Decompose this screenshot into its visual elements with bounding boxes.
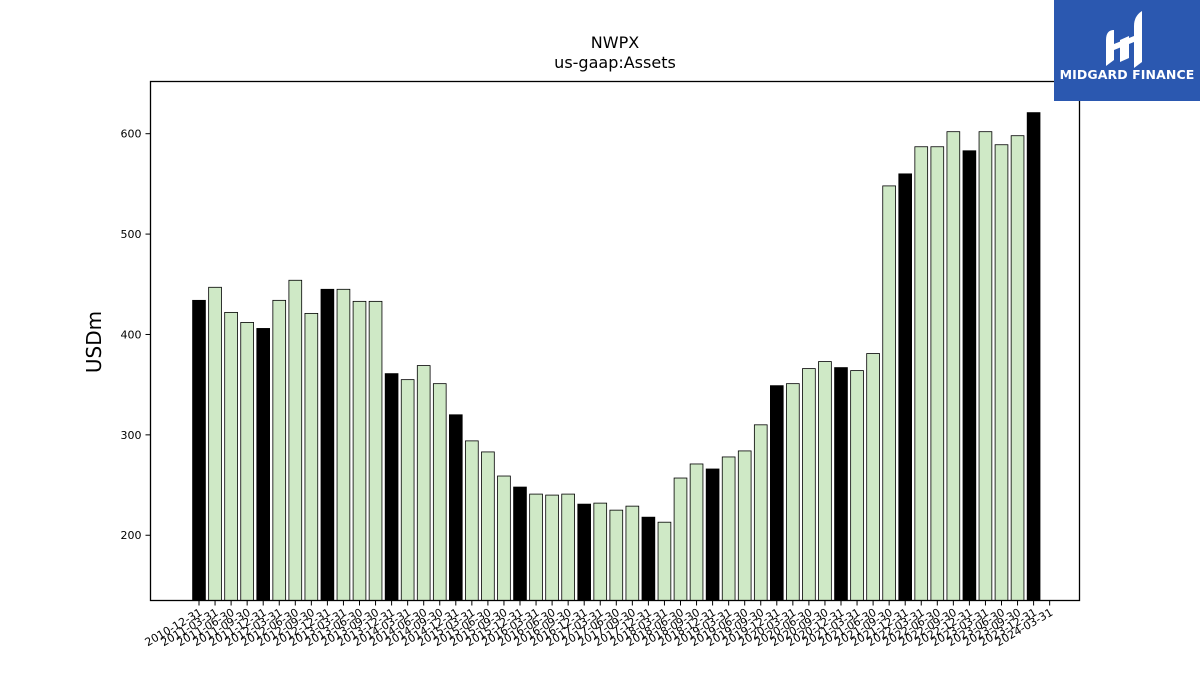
bar-2015-09-30 xyxy=(497,475,511,601)
bar-2018-06-30 xyxy=(673,477,688,601)
bar-2013-12-31 xyxy=(384,373,399,601)
bar-2011-09-30 xyxy=(240,322,254,601)
bar-2022-12-31 xyxy=(962,150,977,601)
bar-2016-03-31 xyxy=(529,493,543,601)
y-tick-label-500: 500 xyxy=(121,228,142,241)
bar-2019-12-31 xyxy=(770,385,784,601)
y-tick-label-300: 300 xyxy=(121,429,142,442)
bar-2012-06-30 xyxy=(288,279,303,601)
midgard-logo-icon xyxy=(1106,11,1142,68)
plot-frame xyxy=(149,80,1081,602)
y-tick-label-600: 600 xyxy=(121,128,142,141)
bar-2017-09-30 xyxy=(625,505,640,601)
bar-2021-03-31 xyxy=(850,370,864,601)
bar-2011-12-31 xyxy=(256,328,270,601)
bar-2012-12-31 xyxy=(320,288,335,601)
bar-2018-03-31 xyxy=(657,521,672,601)
y-tick-label-400: 400 xyxy=(121,328,142,341)
bar-2021-09-30 xyxy=(882,185,896,601)
bar-2023-03-31 xyxy=(978,131,993,601)
bar-2022-09-30 xyxy=(946,131,961,601)
bar-2015-12-31 xyxy=(513,486,527,601)
bar-2013-06-30 xyxy=(352,300,367,601)
bar-2019-09-30 xyxy=(753,424,768,601)
bar-2011-06-30 xyxy=(224,311,238,601)
bar-2019-06-30 xyxy=(737,450,752,601)
chart-subtitle: us-gaap:Assets xyxy=(554,53,676,72)
bar-2011-03-31 xyxy=(208,286,222,601)
x-axis: 2010-12-312011-03-312011-06-302011-09-30… xyxy=(143,600,1055,649)
bar-2023-09-30 xyxy=(1010,135,1025,601)
y-tick-label-200: 200 xyxy=(121,529,142,542)
bar-2016-12-31 xyxy=(577,503,591,601)
bar-2013-09-30 xyxy=(368,300,383,601)
bar-2016-09-30 xyxy=(561,493,575,601)
bar-2020-12-31 xyxy=(834,367,848,601)
bar-2023-12-31 xyxy=(1026,112,1041,601)
bar-2013-03-31 xyxy=(336,288,351,601)
bar-2021-06-30 xyxy=(866,353,880,601)
bar-2012-03-31 xyxy=(272,299,287,601)
bar-2019-03-31 xyxy=(721,456,736,601)
bar-2016-06-30 xyxy=(545,494,559,601)
bar-2018-12-31 xyxy=(705,468,720,601)
bar-2020-06-30 xyxy=(802,368,816,601)
bar-2020-09-30 xyxy=(818,361,832,601)
logo-text: MIDGARD FINANCE xyxy=(1059,67,1195,82)
bar-2022-03-31 xyxy=(914,146,929,601)
bar-2015-06-30 xyxy=(481,451,495,601)
bar-2017-03-31 xyxy=(593,502,608,601)
bar-2023-06-30 xyxy=(994,144,1009,601)
bar-2010-12-31 xyxy=(192,299,206,601)
bar-2014-09-30 xyxy=(432,383,447,601)
bar-2021-12-31 xyxy=(898,173,912,601)
bar-2014-12-31 xyxy=(448,414,463,601)
chart-title: NWPX xyxy=(591,33,639,52)
bar-2018-09-30 xyxy=(689,463,704,601)
y-axis: 200 300 400 500 600 xyxy=(121,128,151,542)
bar-2014-06-30 xyxy=(416,365,431,601)
y-axis-label: USDm xyxy=(82,311,106,373)
bar-2015-03-31 xyxy=(465,440,479,601)
bar-series xyxy=(192,112,1041,601)
bar-2017-12-31 xyxy=(641,516,656,601)
bar-2014-03-31 xyxy=(400,379,415,601)
bar-2017-06-30 xyxy=(609,509,624,601)
bar-2022-06-30 xyxy=(930,146,945,601)
bar-2020-03-31 xyxy=(786,383,800,601)
bar-2012-09-30 xyxy=(304,312,319,601)
midgard-finance-logo: MIDGARD FINANCE xyxy=(1054,0,1200,101)
